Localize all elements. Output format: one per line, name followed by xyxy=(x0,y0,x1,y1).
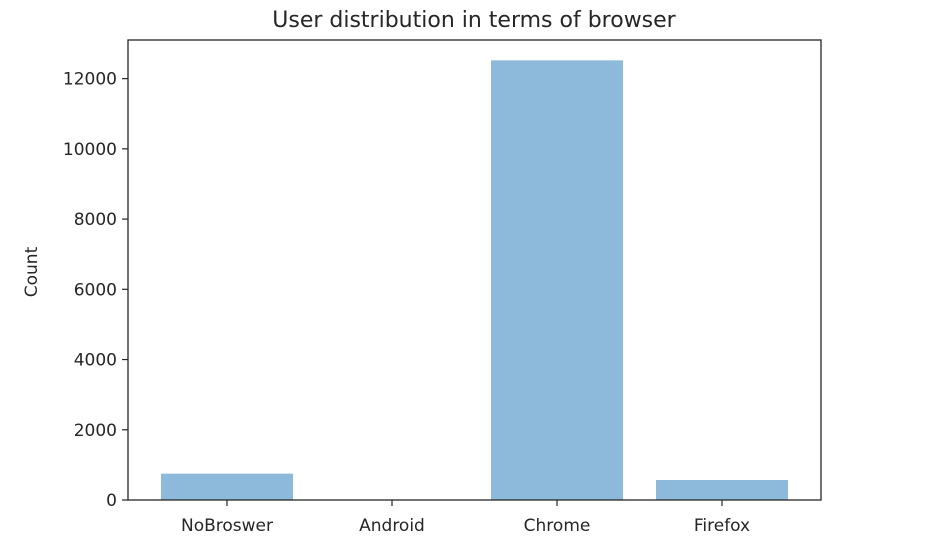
y-axis-label: Count xyxy=(22,246,42,297)
y-axis: 0 2000 4000 6000 8000 10000 12000 xyxy=(63,70,128,511)
y-tick-label: 12000 xyxy=(63,70,117,90)
bar-chrome xyxy=(491,60,623,500)
x-tick-label: Chrome xyxy=(524,516,591,536)
y-tick-label: 0 xyxy=(106,491,117,511)
x-tick-label: Firefox xyxy=(694,516,750,536)
y-tick-label: 8000 xyxy=(74,210,117,230)
x-tick-label: NoBroswer xyxy=(181,516,273,536)
plot-frame xyxy=(127,39,822,501)
bars-group xyxy=(161,60,788,500)
chart-title: User distribution in terms of browser xyxy=(272,8,676,33)
x-tick-label: Android xyxy=(359,516,425,536)
x-axis: NoBroswer Android Chrome Firefox xyxy=(181,500,750,536)
bar-firefox xyxy=(656,479,788,500)
y-tick-label: 6000 xyxy=(74,280,117,300)
y-tick-label: 2000 xyxy=(74,421,117,441)
y-tick-label: 10000 xyxy=(63,140,117,160)
y-tick-label: 4000 xyxy=(74,351,117,371)
bar-nobroswer xyxy=(161,473,293,500)
